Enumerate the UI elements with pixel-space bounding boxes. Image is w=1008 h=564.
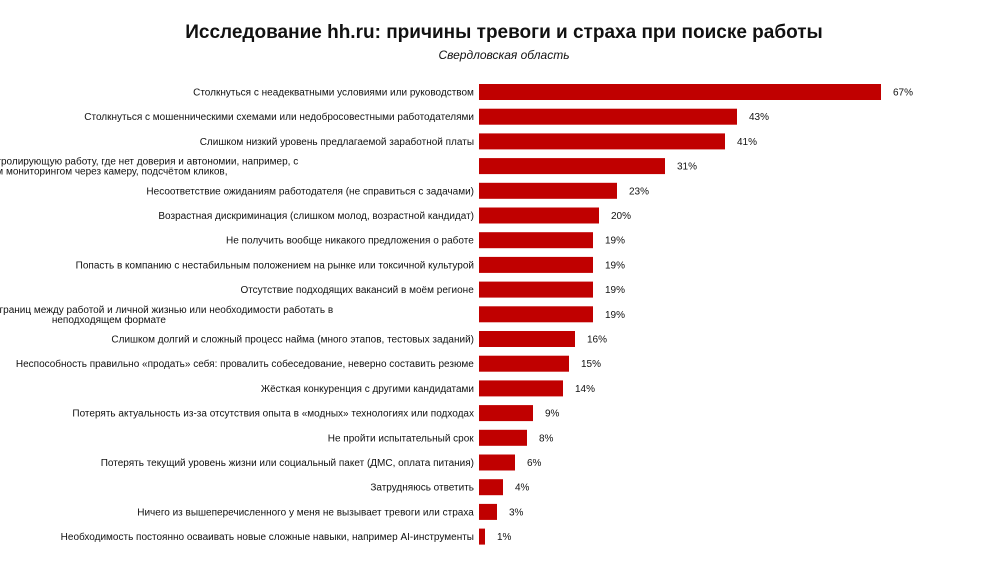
chart-title: Исследование hh.ru: причины тревоги и ст… xyxy=(185,22,823,43)
bar xyxy=(479,108,737,125)
category-label: Неспособность правильно «продать» себя: … xyxy=(16,358,474,370)
category-label: Не получить вообще никакого предложения … xyxy=(226,235,474,247)
data-label: 14% xyxy=(575,384,595,395)
data-label: 9% xyxy=(545,409,560,420)
category-label: Тревога из-за размытых границ между рабо… xyxy=(0,304,333,326)
data-label: 67% xyxy=(893,88,913,99)
category-label: Потерять актуальность из-за отсутствия о… xyxy=(72,409,474,420)
data-label: 41% xyxy=(737,137,757,148)
category-label: Столкнуться с неадекватными условиями ил… xyxy=(193,88,474,99)
bar xyxy=(479,454,515,471)
category-label: Затрудняюсь ответить xyxy=(370,483,474,494)
category-label: Прийти на негибкую и контролирующую рабо… xyxy=(0,156,298,178)
data-label: 19% xyxy=(605,285,625,296)
bar xyxy=(479,306,593,323)
data-label: 3% xyxy=(509,507,524,518)
data-label: 15% xyxy=(581,359,601,370)
bar xyxy=(479,405,533,422)
chart-subtitle: Свердловская область xyxy=(438,48,570,62)
bar xyxy=(479,232,593,249)
bar xyxy=(479,331,575,347)
category-label: Несоответствие ожиданиям работодателя (н… xyxy=(146,185,474,197)
category-label: Потерять текущий уровень жизни или социа… xyxy=(101,458,474,469)
bar xyxy=(479,355,569,372)
category-label: Возрастная дискриминация (слишком молод,… xyxy=(158,211,474,222)
category-label: Не пройти испытательный срок xyxy=(328,433,475,444)
bar xyxy=(479,503,497,520)
category-label: Отсутствие подходящих вакансий в моём ре… xyxy=(240,285,474,296)
data-label: 20% xyxy=(611,211,631,222)
bar xyxy=(479,380,563,397)
bar xyxy=(479,256,593,273)
bar xyxy=(479,158,665,175)
bar xyxy=(479,281,593,298)
bar xyxy=(479,479,503,496)
bar xyxy=(479,133,725,150)
category-label: Попасть в компанию с нестабильным положе… xyxy=(76,259,474,271)
category-label: Необходимость постоянно осваивать новые … xyxy=(61,531,474,543)
data-label: 6% xyxy=(527,458,542,469)
data-label: 19% xyxy=(605,260,625,271)
category-label: Слишком низкий уровень предлагаемой зара… xyxy=(200,136,474,148)
bar xyxy=(479,207,599,224)
data-label: 1% xyxy=(497,532,512,543)
data-label: 19% xyxy=(605,310,625,321)
category-label: Столкнуться с мошенническими схемами или… xyxy=(84,111,474,123)
data-label: 19% xyxy=(605,236,625,247)
data-label: 31% xyxy=(677,162,697,173)
bar xyxy=(479,429,527,446)
bar xyxy=(479,528,485,545)
category-label: Жёсткая конкуренция с другими кандидатам… xyxy=(261,384,474,395)
data-label: 43% xyxy=(749,112,769,123)
bar xyxy=(479,182,617,199)
category-label: Ничего из вышеперечисленного у меня не в… xyxy=(137,507,474,518)
data-label: 4% xyxy=(515,483,530,494)
category-label: Слишком долгий и сложный процесс найма (… xyxy=(111,335,474,346)
data-label: 23% xyxy=(629,186,649,197)
bar xyxy=(479,84,881,100)
data-label: 16% xyxy=(587,335,607,346)
data-label: 8% xyxy=(539,433,554,444)
